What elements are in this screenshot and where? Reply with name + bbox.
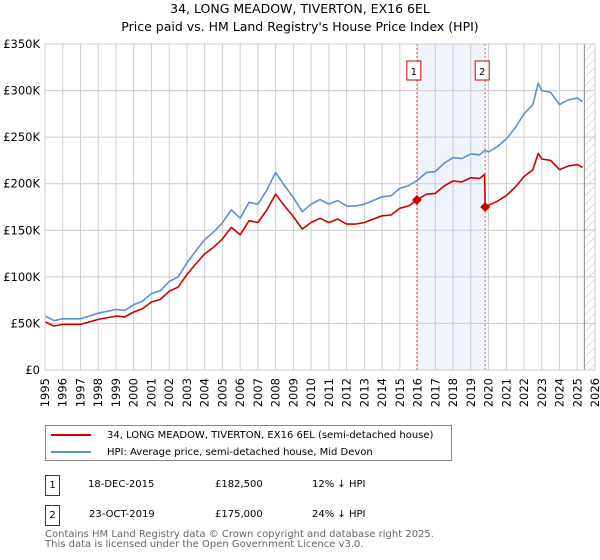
x-tick-label: 2014 — [375, 378, 389, 407]
sale-point-marker — [411, 195, 422, 206]
x-tick-label: 2006 — [233, 378, 247, 407]
sale-label: 1 — [411, 67, 417, 78]
sale-row: 2 23-OCT-2019 £175,000 24% ↓ HPI — [45, 505, 465, 526]
sale-badge: 2 — [45, 505, 60, 526]
x-tick-label: 2023 — [535, 378, 549, 407]
x-tick-label: 2016 — [411, 378, 425, 407]
footer-line: Contains HM Land Registry data © Crown c… — [45, 529, 434, 540]
x-tick-label: 2007 — [251, 378, 265, 407]
y-tick-label: £350K — [3, 37, 40, 51]
x-tick-label: 2022 — [517, 378, 531, 407]
sale-period-shade — [416, 44, 486, 370]
x-tick-label: 2009 — [286, 378, 300, 407]
sale-point-marker — [480, 202, 491, 212]
y-tick-label: £200K — [3, 177, 40, 191]
legend-label: 34, LONG MEADOW, TIVERTON, EX16 6EL (sem… — [107, 429, 434, 441]
x-tick-label: 2026 — [588, 378, 600, 407]
sale-price: £175,000 — [215, 509, 263, 520]
x-tick-label: 2017 — [428, 378, 442, 407]
sale-label: 2 — [479, 67, 485, 78]
x-tick-label: 2008 — [269, 378, 283, 407]
hpi-line — [44, 82, 584, 322]
y-tick-label: £0 — [25, 363, 40, 377]
footer-line: This data is licensed under the Open Gov… — [45, 539, 364, 550]
legend-item-property: 34, LONG MEADOW, TIVERTON, EX16 6EL (sem… — [46, 427, 433, 443]
sale-date: 23-OCT-2019 — [89, 509, 155, 520]
sale-hpi-diff: 12% ↓ HPI — [312, 479, 366, 490]
sale-badge: 1 — [45, 475, 60, 496]
x-tick-label: 2020 — [482, 378, 496, 407]
x-tick-label: 1999 — [109, 378, 123, 407]
footer: Contains HM Land Registry data © Crown c… — [45, 530, 434, 550]
legend-item-hpi: HPI: Average price, semi-detached house,… — [46, 444, 373, 460]
x-tick-label: 2013 — [357, 378, 371, 407]
price-chart: 34, LONG MEADOW, TIVERTON, EX16 6EL Pric… — [3, 1, 600, 407]
x-tick-label: 2002 — [162, 378, 176, 407]
y-tick-label: £300K — [3, 84, 40, 98]
sale-row: 1 18-DEC-2015 £182,500 12% ↓ HPI — [45, 475, 465, 496]
chart-legend: 34, LONG MEADOW, TIVERTON, EX16 6EL (sem… — [45, 425, 452, 461]
y-tick-label: £250K — [3, 130, 40, 144]
x-tick-label: 2024 — [553, 378, 567, 407]
x-tick-label: 2000 — [127, 378, 141, 407]
legend-swatch-red — [51, 434, 91, 436]
x-tick-label: 2005 — [215, 378, 229, 407]
legend-swatch-blue — [51, 451, 91, 453]
x-tick-label: 2018 — [446, 378, 460, 407]
x-tick-label: 2011 — [322, 378, 336, 407]
forecast-hatch — [584, 44, 595, 370]
x-tick-label: 2010 — [304, 378, 318, 407]
x-tick-label: 2019 — [464, 378, 478, 407]
x-tick-label: 2025 — [570, 378, 584, 407]
x-tick-label: 2015 — [393, 378, 407, 407]
x-tick-label: 2003 — [180, 378, 194, 407]
x-tick-label: 1997 — [73, 378, 87, 407]
chart-title: 34, LONG MEADOW, TIVERTON, EX16 6EL — [170, 1, 430, 16]
sale-date: 18-DEC-2015 — [88, 479, 155, 490]
sale-label-box — [474, 60, 490, 81]
y-tick-label: £50K — [11, 316, 41, 330]
sale-hpi-diff: 24% ↓ HPI — [312, 509, 366, 520]
x-tick-label: 2004 — [198, 378, 212, 407]
property-price-line — [44, 152, 583, 327]
legend-label: HPI: Average price, semi-detached house,… — [107, 446, 373, 458]
y-tick-label: £150K — [3, 223, 40, 237]
sale-price: £182,500 — [215, 479, 263, 490]
x-tick-label: 1996 — [56, 378, 70, 407]
x-tick-label: 2012 — [340, 378, 354, 407]
x-tick-label: 2021 — [499, 378, 513, 407]
x-tick-label: 2001 — [144, 378, 158, 407]
chart-subtitle: Price paid vs. HM Land Registry's House … — [121, 19, 478, 34]
x-tick-label: 1998 — [91, 378, 105, 407]
sale-label-box — [406, 60, 422, 81]
y-tick-label: £100K — [3, 270, 40, 284]
plot-border — [44, 43, 596, 371]
x-tick-label: 1995 — [38, 378, 52, 407]
